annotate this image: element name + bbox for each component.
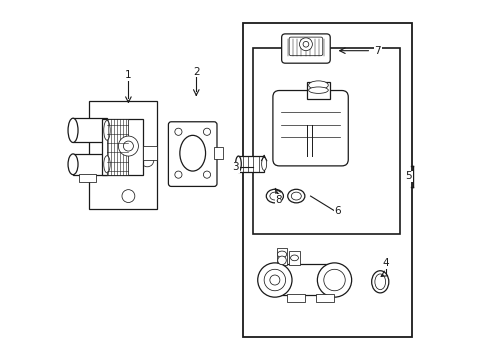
Ellipse shape — [287, 189, 304, 203]
Text: 8: 8 — [275, 195, 281, 204]
Text: 4: 4 — [382, 258, 388, 268]
Bar — [107, 119, 128, 175]
Circle shape — [203, 128, 210, 135]
Ellipse shape — [266, 189, 283, 203]
Bar — [253, 48, 399, 234]
FancyBboxPatch shape — [272, 90, 347, 166]
Circle shape — [123, 141, 133, 151]
Ellipse shape — [103, 121, 110, 140]
Bar — [80, 174, 95, 182]
FancyBboxPatch shape — [281, 34, 329, 63]
Circle shape — [303, 41, 308, 47]
Ellipse shape — [308, 87, 327, 93]
Bar — [214, 148, 223, 159]
Ellipse shape — [277, 251, 286, 257]
Circle shape — [269, 275, 279, 285]
Bar — [238, 156, 264, 172]
FancyBboxPatch shape — [288, 37, 322, 56]
Text: 3: 3 — [232, 162, 239, 172]
Circle shape — [175, 171, 182, 178]
Bar — [306, 82, 329, 99]
Text: 1: 1 — [125, 70, 131, 80]
Ellipse shape — [374, 274, 385, 290]
Ellipse shape — [291, 192, 301, 200]
Circle shape — [323, 269, 345, 291]
Ellipse shape — [68, 154, 78, 175]
Polygon shape — [89, 102, 157, 208]
Bar — [102, 119, 142, 175]
Ellipse shape — [261, 157, 266, 170]
Circle shape — [317, 263, 351, 297]
Bar — [242, 23, 411, 337]
Bar — [276, 248, 287, 265]
Circle shape — [264, 269, 285, 291]
Ellipse shape — [308, 81, 327, 89]
Circle shape — [122, 190, 135, 203]
Bar — [288, 251, 299, 265]
Circle shape — [257, 263, 291, 297]
Ellipse shape — [103, 156, 110, 173]
Text: 7: 7 — [374, 46, 380, 56]
Text: 6: 6 — [333, 206, 340, 216]
FancyBboxPatch shape — [168, 122, 217, 186]
Ellipse shape — [180, 135, 205, 171]
Circle shape — [118, 136, 138, 156]
Ellipse shape — [68, 118, 78, 143]
Text: 2: 2 — [193, 67, 199, 77]
Circle shape — [277, 256, 285, 265]
Circle shape — [141, 154, 153, 167]
Bar — [274, 264, 337, 295]
Circle shape — [299, 38, 312, 51]
Bar — [142, 146, 157, 160]
Bar — [315, 294, 333, 302]
Ellipse shape — [290, 255, 298, 261]
Ellipse shape — [269, 192, 279, 200]
Ellipse shape — [371, 271, 388, 293]
Ellipse shape — [235, 156, 241, 172]
Bar — [73, 118, 107, 143]
Bar — [73, 154, 107, 175]
Text: 5: 5 — [405, 171, 411, 181]
Bar — [287, 294, 305, 302]
Circle shape — [203, 171, 210, 178]
Circle shape — [175, 128, 182, 135]
